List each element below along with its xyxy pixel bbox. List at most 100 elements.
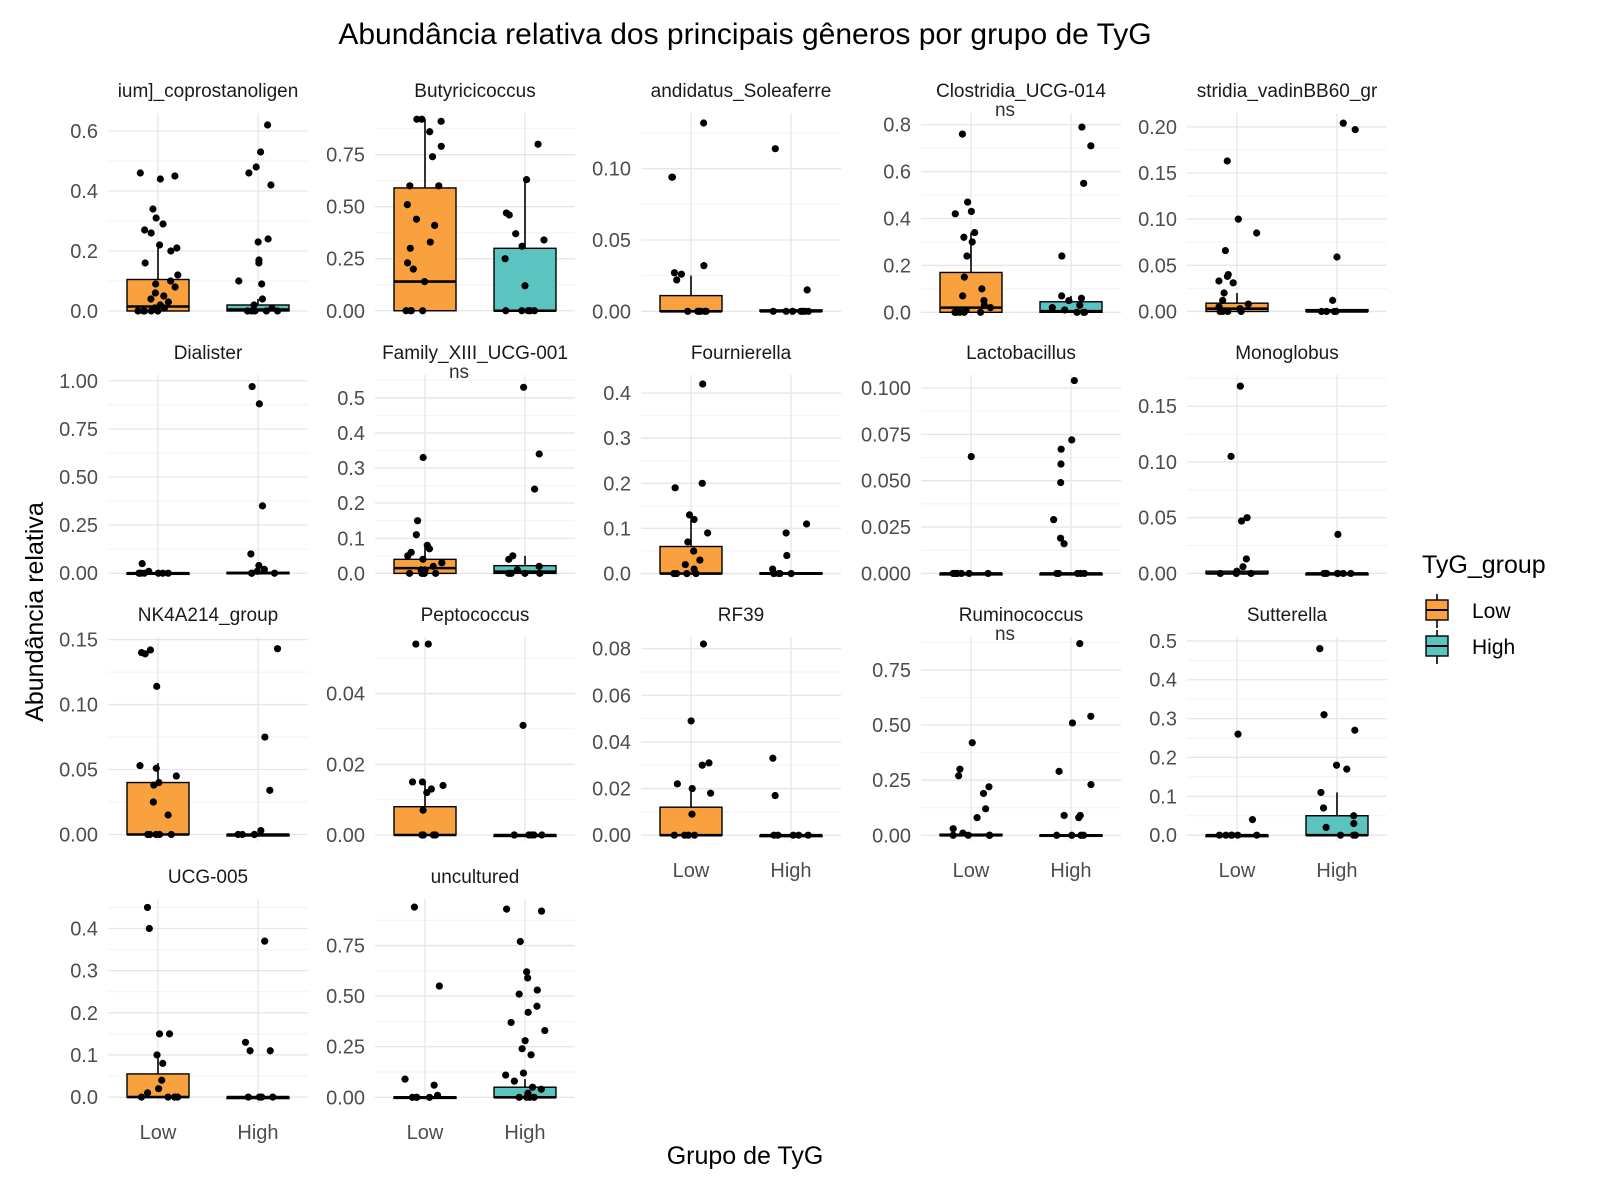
data-point [541,1026,549,1035]
data-point [258,295,267,303]
data-point [141,226,149,234]
data-point [1223,272,1232,280]
data-point [412,640,420,648]
y-tick-label: 0.25 [326,1037,365,1059]
data-point [1068,831,1076,839]
data-point [690,831,699,839]
data-point [238,830,246,839]
data-point [538,831,546,839]
data-point [1060,540,1068,548]
facet-strip-label: Dialister [174,343,243,364]
data-point [959,292,967,300]
data-point [1058,252,1066,260]
data-point [403,200,411,209]
data-point [418,831,426,839]
data-point [1243,514,1251,522]
data-point [1347,569,1355,578]
data-point [1065,296,1073,305]
data-point [960,273,968,281]
data-point [949,831,957,839]
legend-label: High [1472,636,1515,659]
data-point [1333,253,1341,261]
y-tick-label: 0.2 [337,493,365,515]
facet-panel: 0.0 0.1 0.2 0.3 0.4 UCG-005 Low High [70,867,308,1144]
facet-strip-label: uncultured [431,867,520,888]
facet-panel: 0.0 0.2 0.4 0.6 ium]_coprostanoligen [70,81,308,323]
data-point [956,765,964,773]
data-point [951,210,959,218]
data-point [159,1059,167,1067]
facet-strip-label: Clostridia_UCG-014 [936,81,1106,102]
data-point [255,259,263,267]
y-tick-label: 0.00 [59,563,98,585]
data-point [1351,726,1359,734]
facet-plot-area [659,380,823,578]
data-point [1057,445,1065,453]
data-point [1322,823,1330,832]
x-tick-label: Low [1219,860,1256,882]
data-point [984,569,992,578]
data-point [1244,300,1252,308]
data-point [136,762,144,770]
data-point [164,569,172,577]
y-tick-label: 0.05 [1138,508,1177,530]
facet-plot-area [126,645,290,839]
data-point [147,307,155,315]
facet-strip-label: RF39 [718,605,764,626]
data-point [684,307,692,315]
y-tick-label: 0.0 [1149,825,1177,847]
y-tick-label: 0.20 [1138,117,1177,139]
y-tick-label: 0.50 [59,467,98,489]
data-point [135,569,143,577]
facet-panel: 0.00 0.25 0.50 0.75 Butyricicoccus [326,81,575,323]
data-point [413,115,421,123]
data-point [699,380,707,388]
facet-plot-area [126,121,290,315]
data-point [978,285,986,293]
data-point [771,145,779,153]
data-point [418,778,427,786]
data-point [986,831,994,839]
facet-strip-label: ium]_coprostanoligen [118,81,299,102]
data-point [1329,296,1337,304]
y-tick-label: 0.5 [337,388,365,410]
y-tick-label: 0.2 [603,473,631,495]
data-point [1068,719,1077,727]
y-tick-label: 0.05 [592,230,631,252]
facet-plot-area [126,903,290,1101]
data-point [159,220,167,228]
data-point [985,783,993,791]
data-point [172,772,180,780]
data-point [795,831,803,839]
data-point [152,764,160,772]
data-point [789,831,797,839]
data-point [235,277,243,285]
data-point [245,169,253,177]
legend-item: High [1425,630,1515,664]
data-point [250,301,258,309]
y-tick-label: 0.15 [1138,163,1177,185]
y-tick-label: 0.05 [1138,255,1177,277]
data-point [535,450,543,458]
data-point [1073,569,1082,578]
data-point [688,810,696,818]
data-point [255,400,263,408]
data-point [429,831,437,839]
data-point [1229,279,1237,287]
facet-panel: 0.00 0.05 0.10 0.15 Monoglobus [1138,343,1387,585]
y-tick-label: 0.8 [883,115,911,137]
data-point [260,565,268,573]
y-tick-label: 0.1 [70,1045,98,1067]
data-point [141,650,149,658]
data-point [438,559,446,567]
data-point [145,924,153,933]
box-low [659,294,723,312]
data-point [963,252,971,260]
y-tick-label: 1.00 [59,371,98,393]
data-point [782,529,790,537]
data-point [698,479,706,487]
x-tick-label: High [1050,860,1091,882]
y-tick-label: 0.4 [70,919,98,941]
